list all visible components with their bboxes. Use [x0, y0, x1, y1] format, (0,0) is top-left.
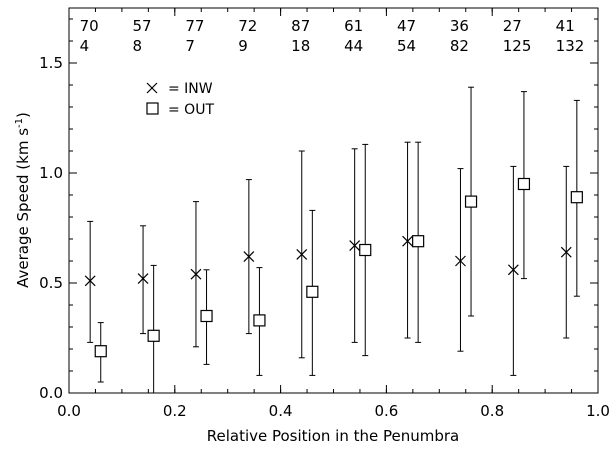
y-axis-label-main: Average Speed (km s — [14, 128, 32, 288]
out-count-label: 44 — [344, 37, 363, 55]
legend-cross-marker — [146, 82, 158, 94]
legend-out-label: = OUT — [168, 102, 214, 118]
out-count-label: 4 — [80, 37, 90, 55]
inw-cross-marker — [402, 235, 413, 247]
inw-cross-marker — [560, 246, 572, 258]
legend-square-marker — [146, 102, 159, 115]
x-tick-label: 0.2 — [163, 402, 187, 420]
y-axis-label: Average Speed (km s-1) — [14, 112, 32, 288]
inw-count-label: 47 — [397, 17, 416, 35]
inw-count-label: 36 — [450, 17, 469, 35]
y-axis-label-unit-exponent: -1 — [14, 118, 25, 128]
inw-count-label: 41 — [556, 17, 575, 35]
inw-cross-marker — [296, 248, 308, 260]
inw-cross-marker — [455, 255, 466, 267]
inw-count-label: 72 — [238, 17, 257, 35]
data-markers — [84, 177, 583, 358]
out-square-marker — [94, 345, 107, 358]
inw-count-label: 57 — [132, 17, 151, 35]
inw-cross-marker — [507, 264, 519, 276]
inw-cross-marker — [349, 240, 361, 252]
x-tick-label: 0.6 — [374, 402, 398, 420]
error-bars — [87, 86, 580, 393]
axis-ticks: 0.0 0.2 0.4 0.6 0.8 1.0 0.0 0.5 1.0 1.5 — [39, 8, 610, 420]
inw-count-label: 87 — [291, 17, 310, 35]
x-tick-label: 0.4 — [269, 402, 293, 420]
inw-count-label: 70 — [80, 17, 99, 35]
out-count-label: 82 — [450, 37, 469, 55]
out-count-label: 132 — [556, 37, 585, 55]
x-tick-label: 0.0 — [57, 402, 81, 420]
out-square-marker — [359, 243, 372, 257]
inw-cross-marker — [190, 268, 202, 280]
x-tick-label: 0.8 — [480, 402, 504, 420]
out-square-marker — [464, 195, 478, 208]
inw-cross-marker — [137, 273, 149, 285]
out-square-marker — [306, 285, 319, 298]
y-tick-label: 0.5 — [39, 274, 63, 292]
out-count-label: 9 — [238, 37, 248, 55]
x-axis-label: Relative Position in the Penumbra — [207, 427, 460, 445]
inw-count-label: 27 — [503, 17, 522, 35]
out-count-label: 54 — [397, 37, 416, 55]
out-square-marker — [147, 329, 160, 342]
out-square-marker — [570, 191, 583, 204]
inw-cross-marker — [243, 251, 255, 263]
out-count-label: 18 — [291, 37, 310, 55]
out-count-label: 125 — [503, 37, 532, 55]
out-square-marker — [517, 177, 531, 191]
legend-inw-label: = INW — [168, 81, 213, 97]
inw-count-label: 61 — [344, 17, 363, 35]
out-count-label: 8 — [132, 37, 142, 55]
x-tick-label: 1.0 — [586, 402, 610, 420]
out-square-marker — [412, 235, 425, 248]
out-count-label: 7 — [185, 37, 195, 55]
out-square-marker — [253, 314, 266, 327]
inw-count-label: 77 — [185, 17, 204, 35]
y-tick-label: 1.0 — [39, 164, 63, 182]
y-axis-label-close: ) — [14, 112, 32, 118]
legend: = INW = OUT — [146, 81, 214, 118]
y-tick-label: 1.5 — [39, 54, 63, 72]
out-square-marker — [200, 309, 213, 323]
inw-cross-marker — [84, 275, 96, 287]
y-tick-label: 0.0 — [39, 384, 63, 402]
